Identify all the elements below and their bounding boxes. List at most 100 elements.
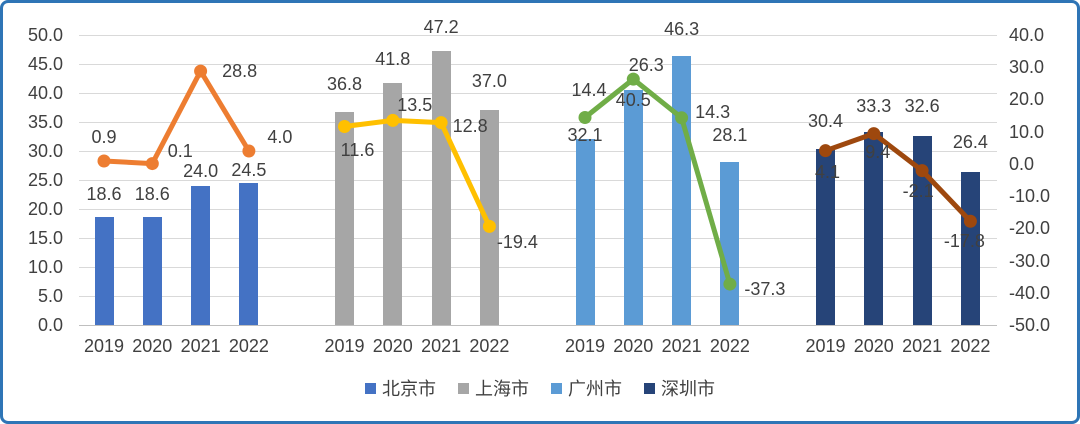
left-axis-tick-label: 30.0 [27,141,63,161]
combo-chart-plot-area: 50.0 45.0 40.0 35.0 30.0 25.0 20.0 15.0 10.0 5.0 0… [3,3,1077,421]
line-value-label-shenzhen-2022: -17.8 [943,231,985,252]
gridline [79,295,997,297]
legend-label-beijing: 北京市 [382,379,436,399]
right-axis-tick-label: 30.0 [1009,57,1045,78]
category-label-shenzhen-2021: 2021 [902,336,943,356]
bar-value-label-beijing-2020: 18.6 [134,184,170,205]
left-axis-tick-label: 50.0 [27,25,63,45]
line-value-label-guangzhou-2020: 26.3 [628,55,664,76]
gridline [79,63,997,65]
bar-value-label-guangzhou-2021: 46.3 [664,19,700,40]
legend-swatch-shenzhen [644,382,655,394]
line-point-beijing-2021 [194,64,208,78]
bar-value-label-shanghai-2019: 36.8 [326,73,363,94]
line-value-label-shanghai-2021: 12.8 [452,115,488,136]
chart-legend: 北京市 上海市 广州市 深圳市 [3,375,1077,401]
category-label-shenzhen-2022: 2022 [950,336,991,356]
category-label-guangzhou-2021: 2021 [661,336,702,356]
gridline [79,266,997,268]
line-value-label-beijing-2022: 4.0 [267,127,293,147]
bar-value-label-shanghai-2022: 37.0 [471,71,507,92]
bar-value-label-guangzhou-2019: 32.1 [567,124,603,145]
line-point-beijing-2020 [145,157,159,171]
bar-shanghai-2020 [383,82,403,325]
legend-label-shanghai: 上海市 [475,379,529,399]
bar-value-label-shenzhen-2019: 30.4 [807,110,844,131]
category-label-guangzhou-2022: 2022 [709,336,750,356]
category-label-shenzhen-2019: 2019 [805,336,846,356]
line-value-label-shanghai-2020: 13.5 [397,95,433,116]
category-label-shanghai-2022: 2022 [469,336,510,356]
left-axis-tick-label: 0.0 [37,315,63,335]
bar-value-label-shanghai-2021: 47.2 [423,17,459,38]
bar-value-label-shenzhen-2020: 33.3 [856,95,892,116]
line-value-label-guangzhou-2019: 14.4 [571,80,607,101]
bar-beijing-2019 [94,217,114,325]
line-value-label-guangzhou-2022: -37.3 [744,279,786,300]
right-axis-tick-label: -40.0 [1009,282,1051,303]
bar-value-label-beijing-2019: 18.6 [86,184,122,205]
bar-value-label-shenzhen-2022: 26.4 [952,131,988,152]
right-axis-tick-label: 0.0 [1009,153,1035,174]
gridline [79,237,997,239]
legend-item-shanghai: 上海市 [458,375,529,401]
bar-guangzhou-2019 [575,138,595,325]
right-axis-tick-label: 20.0 [1009,89,1045,110]
category-label-shanghai-2020: 2020 [372,336,413,356]
bar-shanghai-2021 [431,51,451,325]
line-value-label-beijing-2021: 28.8 [222,61,258,82]
category-label-beijing-2019: 2019 [83,336,125,356]
line-value-label-shenzhen-2021: -2.1 [902,180,934,201]
left-axis-tick-label: 35.0 [27,112,63,132]
legend-label-shenzhen: 深圳市 [661,379,715,399]
category-label-shenzhen-2020: 2020 [853,336,894,356]
line-value-label-guangzhou-2021: 14.3 [695,101,731,122]
gridline [79,150,997,152]
legend-item-shenzhen: 深圳市 [644,375,715,401]
legend-swatch-shanghai [458,382,469,394]
line-value-label-shenzhen-2019: 4.1 [814,161,841,182]
legend-label-guangzhou: 广州市 [568,379,622,399]
bar-guangzhou-2021 [672,56,692,325]
left-axis-tick-label: 25.0 [27,170,63,190]
right-axis-tick-label: -10.0 [1009,186,1051,207]
gridline [79,324,997,326]
bar-value-label-shenzhen-2021: 32.6 [904,95,940,116]
category-label-guangzhou-2020: 2020 [613,336,654,356]
bar-guangzhou-2022 [720,162,740,325]
legend-item-guangzhou: 广州市 [551,375,622,401]
left-axis-tick-label: 5.0 [37,286,63,306]
bar-value-label-guangzhou-2022: 28.1 [712,125,748,146]
line-value-label-shanghai-2019: 11.6 [340,139,375,160]
line-shanghai [342,117,492,229]
gridline [79,121,997,123]
left-axis-tick-label: 10.0 [27,257,63,277]
line-value-label-beijing-2020: 0.1 [167,140,193,161]
legend-swatch-guangzhou [551,382,562,394]
legend-swatch-beijing [365,382,376,394]
line-value-label-beijing-2019: 0.9 [91,126,117,147]
category-label-beijing-2021: 2021 [180,336,221,356]
right-axis-tick-label: 10.0 [1009,121,1045,142]
bar-shanghai-2022 [479,110,499,325]
left-axis-tick-label: 40.0 [27,83,63,103]
right-axis-tick-label: 40.0 [1009,25,1045,45]
bar-value-label-shanghai-2020: 41.8 [375,48,411,69]
bar-beijing-2022 [239,182,259,325]
line-point-beijing-2019 [97,154,111,168]
line-value-label-shanghai-2022: -19.4 [496,232,538,253]
bar-value-label-beijing-2022: 24.5 [231,159,267,180]
bar-beijing-2020 [142,217,162,325]
bar-guangzhou-2020 [623,90,643,325]
category-label-shanghai-2019: 2019 [324,336,365,356]
bar-beijing-2021 [191,185,211,325]
gridline [79,92,997,94]
legend-item-beijing: 北京市 [365,375,436,401]
left-axis-tick-label: 15.0 [27,228,63,248]
gridline [79,208,997,210]
gridline [79,179,997,181]
gridline [79,34,997,36]
left-axis-tick-label: 20.0 [27,199,63,219]
bar-shenzhen-2021 [912,135,932,325]
